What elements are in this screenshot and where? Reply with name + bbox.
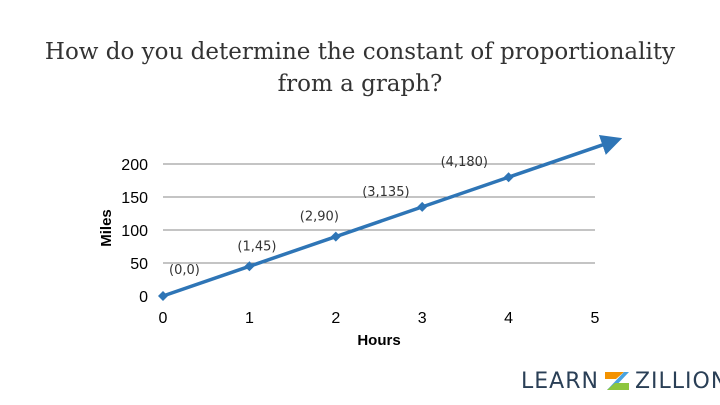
x-axis-title: Hours <box>357 332 400 349</box>
x-tick-label: 5 <box>591 310 600 327</box>
x-axis-tick-labels: 0 1 2 3 4 5 <box>159 310 600 327</box>
x-tick-label: 0 <box>159 310 168 327</box>
series-line <box>162 135 623 298</box>
x-tick-label: 2 <box>331 310 340 327</box>
slide-title-line-2: from a graph? <box>277 71 443 97</box>
logo-text-zillion: ZILLION <box>634 368 720 394</box>
x-tick-label: 3 <box>418 310 427 327</box>
data-point-marker <box>503 172 514 183</box>
logo-text-learn: LEARN <box>521 368 599 394</box>
learnzillion-mark-icon <box>604 372 629 390</box>
data-point-label: (2,90) <box>300 210 339 225</box>
data-point-marker <box>417 201 428 212</box>
data-point-marker <box>330 231 341 242</box>
data-point-marker <box>244 261 255 272</box>
data-points <box>158 172 514 301</box>
slide-title-line-1: How do you determine the constant of pro… <box>44 39 676 65</box>
x-tick-label: 4 <box>504 310 513 327</box>
y-tick-label: 0 <box>139 289 148 306</box>
y-axis-title: Miles <box>98 209 115 247</box>
y-axis-tick-labels: 0 50 100 150 200 <box>121 157 148 306</box>
y-tick-label: 100 <box>121 223 148 240</box>
y-tick-label: 150 <box>121 190 148 207</box>
data-point-label: (3,135) <box>362 185 409 200</box>
y-tick-label: 200 <box>121 157 148 174</box>
data-point-marker <box>158 291 168 301</box>
learnzillion-logo: LEARN ZILLION <box>521 363 720 399</box>
data-point-label: (1,45) <box>237 239 276 254</box>
y-tick-label: 50 <box>130 256 148 273</box>
data-point-label: (4,180) <box>441 155 488 170</box>
data-point-label: (0,0) <box>169 263 200 278</box>
series-line-path <box>162 135 623 298</box>
grid-lines <box>163 163 595 264</box>
point-labels: (0,0) (1,45) (2,90) (3,135) (4,180) <box>169 155 488 278</box>
x-tick-label: 1 <box>245 310 254 327</box>
slide-title: How do you determine the constant of pro… <box>40 36 680 100</box>
